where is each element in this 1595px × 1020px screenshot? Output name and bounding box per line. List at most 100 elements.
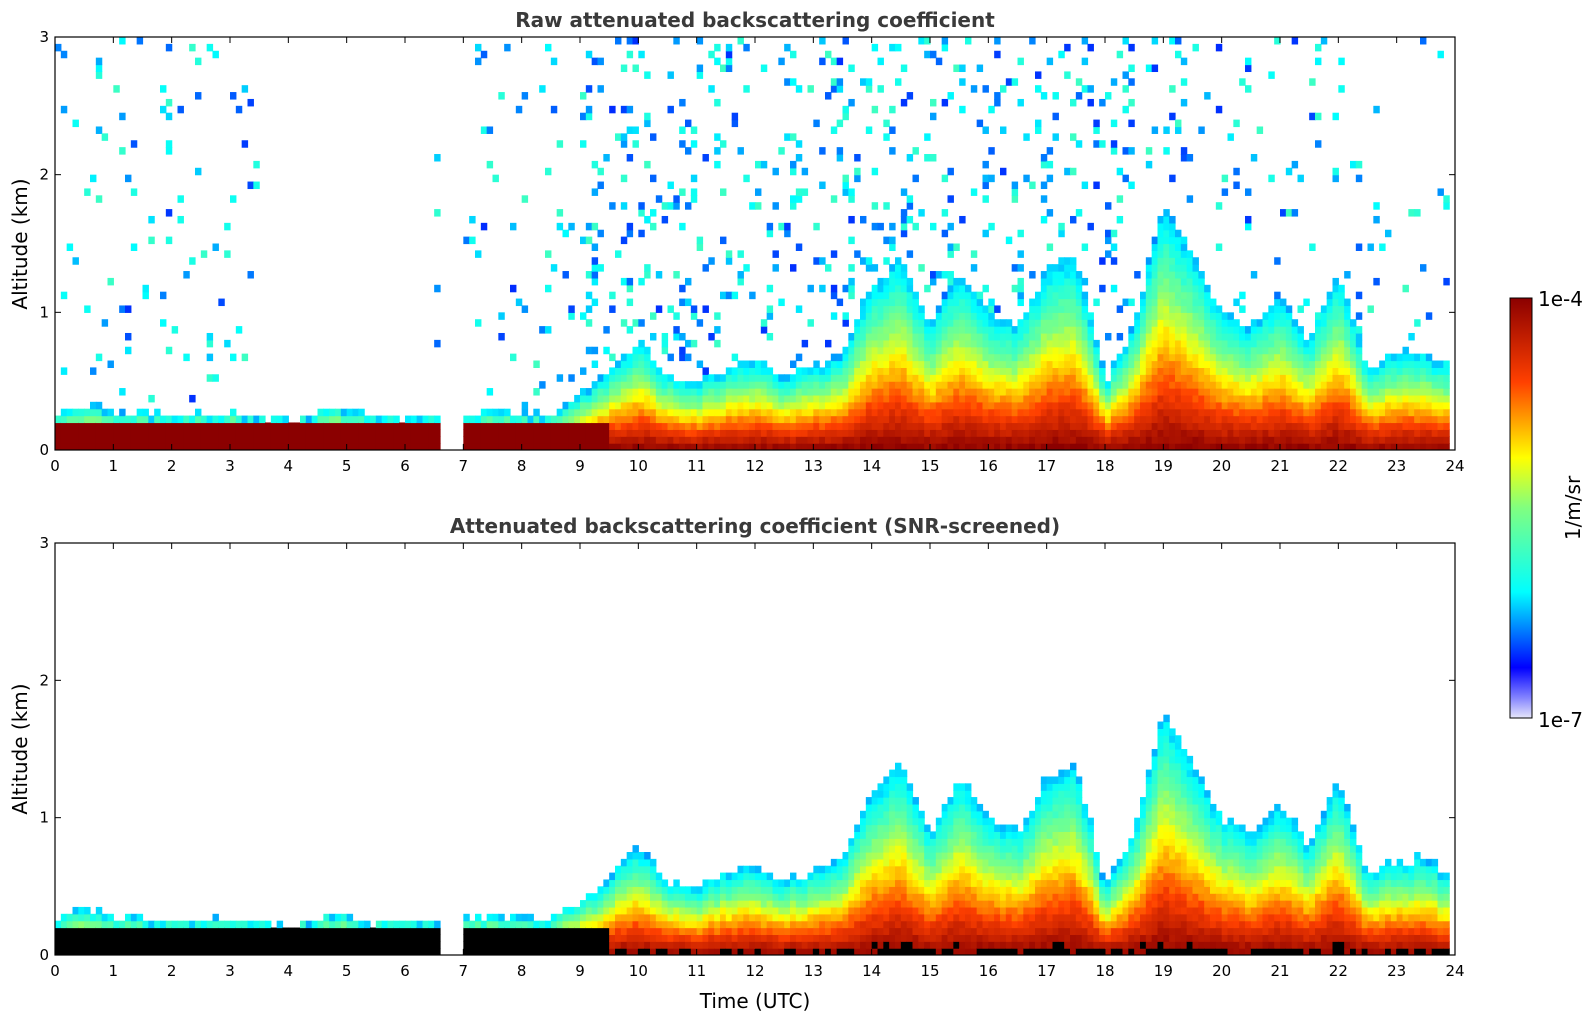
heatmap-cell [766, 893, 774, 901]
heatmap-cell [982, 85, 989, 93]
heatmap-cell [1035, 353, 1042, 362]
heatmap-cell [375, 422, 383, 430]
heatmap-cell [976, 394, 984, 403]
heatmap-cell [854, 250, 861, 258]
heatmap-cell [241, 941, 249, 949]
heatmap-cell [1035, 415, 1042, 424]
y-tick-label: 3 [39, 28, 49, 46]
x-tick-label: 12 [745, 457, 764, 475]
heatmap-cell [1192, 401, 1199, 410]
heatmap-cell [346, 934, 354, 942]
heatmap-cell [632, 319, 639, 327]
heatmap-cell [1332, 367, 1339, 375]
heatmap-cell [620, 388, 628, 396]
heatmap-cell [1105, 381, 1112, 389]
heatmap-cell [1274, 415, 1281, 424]
heatmap-cell [1262, 346, 1269, 355]
heatmap-cell [72, 436, 79, 444]
heatmap-cell [428, 920, 435, 929]
heatmap-cell [772, 422, 779, 430]
heatmap-cell [230, 941, 237, 949]
heatmap-cell [72, 443, 79, 450]
heatmap-cell [1081, 85, 1089, 93]
heatmap-cell [690, 415, 698, 424]
heatmap-cell [760, 394, 768, 403]
heatmap-cell [626, 900, 634, 908]
heatmap-cell [924, 339, 931, 348]
heatmap-cell [1268, 346, 1275, 355]
heatmap-cell [597, 920, 604, 929]
heatmap-cell [813, 422, 820, 430]
heatmap-cell [883, 332, 890, 341]
heatmap-cell [1186, 271, 1194, 279]
heatmap-cell [1180, 78, 1188, 86]
heatmap-cell [1320, 312, 1328, 320]
heatmap-cell [830, 195, 838, 203]
heatmap-cell [941, 174, 949, 183]
heatmap-cell [772, 934, 779, 942]
heatmap-cell [1064, 408, 1071, 417]
heatmap-cell [597, 436, 604, 444]
heatmap-cell [189, 920, 196, 929]
heatmap-cell [323, 429, 330, 437]
y-tick-label: 0 [39, 441, 49, 459]
heatmap-cell [638, 319, 645, 327]
heatmap-cell [889, 436, 896, 444]
heatmap-cell [1169, 326, 1176, 334]
heatmap-cell [1180, 374, 1188, 382]
heatmap-cell [725, 415, 733, 424]
heatmap-cell [889, 312, 896, 320]
heatmap-cell [825, 401, 832, 410]
heatmap-cell [743, 941, 750, 949]
heatmap-cell [930, 98, 937, 107]
heatmap-cell [877, 312, 884, 320]
heatmap-cell [469, 422, 476, 430]
heatmap-cell [1145, 332, 1153, 341]
heatmap-cell [988, 312, 995, 320]
heatmap-cell [801, 388, 809, 396]
heatmap-cell [725, 64, 733, 73]
heatmap-cell [1245, 429, 1252, 437]
heatmap-cell [113, 436, 120, 444]
heatmap-cell [965, 360, 972, 368]
heatmap-cell [393, 941, 400, 949]
heatmap-cell [638, 360, 645, 368]
heatmap-cell [626, 858, 634, 867]
heatmap-cell [317, 948, 324, 955]
heatmap-cell [1390, 429, 1398, 437]
heatmap-cell [434, 284, 441, 293]
heatmap-cell [1180, 243, 1188, 251]
heatmap-cell [749, 401, 756, 410]
heatmap-cell [154, 443, 161, 450]
heatmap-cell [1040, 401, 1048, 410]
heatmap-cell [1350, 401, 1357, 410]
heatmap-cell [1081, 332, 1089, 341]
heatmap-cell [1175, 305, 1182, 313]
heatmap-cell [1262, 367, 1269, 375]
heatmap-cell [294, 934, 301, 942]
heatmap-cell [1332, 436, 1339, 444]
heatmap-cell [1175, 264, 1182, 272]
heatmap-cell [731, 906, 739, 915]
heatmap-cell [655, 948, 663, 955]
heatmap-cell [1058, 381, 1065, 389]
heatmap-cell [1128, 98, 1135, 107]
heatmap-cell [1122, 298, 1129, 307]
heatmap-cell [1151, 284, 1159, 293]
heatmap-cell [714, 443, 721, 450]
heatmap-cell [247, 422, 254, 430]
heatmap-cell [906, 374, 914, 382]
heatmap-cell [667, 436, 674, 444]
heatmap-cell [1163, 236, 1170, 245]
heatmap-cell [1390, 388, 1398, 396]
heatmap-cell [1093, 367, 1100, 375]
heatmap-cell [165, 147, 173, 155]
heatmap-cell [790, 202, 797, 210]
heatmap-cell [1140, 429, 1147, 437]
heatmap-cell [1431, 367, 1439, 375]
heatmap-cell [346, 941, 354, 949]
heatmap-cell [1245, 346, 1252, 355]
heatmap-cell [644, 913, 651, 922]
heatmap-cell [941, 394, 949, 403]
heatmap-cell [1040, 388, 1048, 396]
